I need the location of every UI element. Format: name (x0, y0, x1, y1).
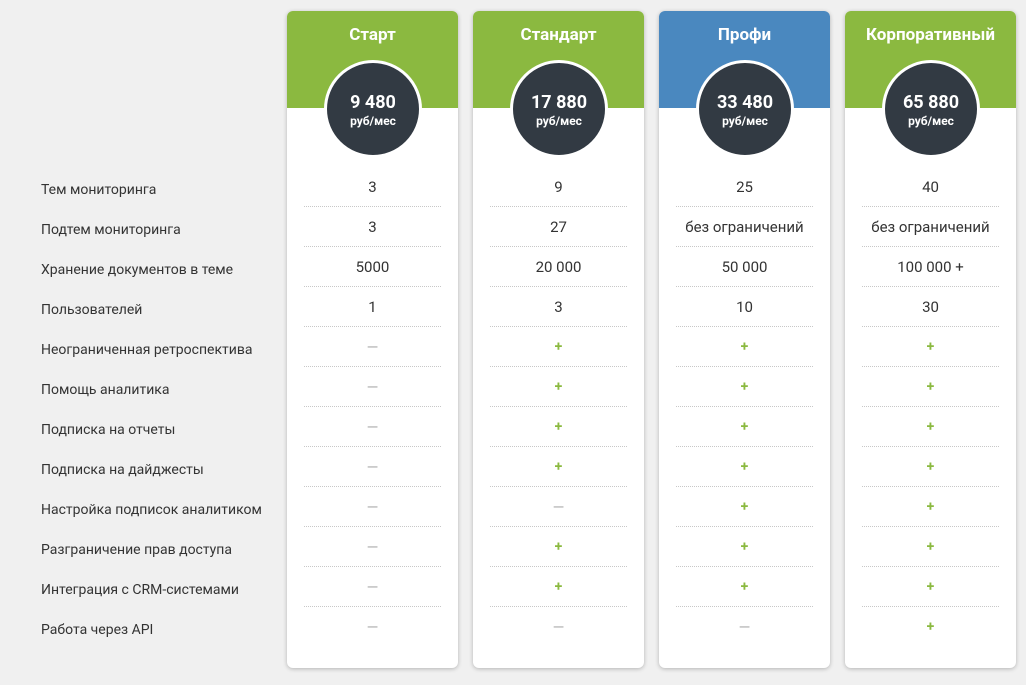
price-badge: 17 880 руб/мес (510, 60, 608, 158)
feature-label: Помощь аналитика (41, 382, 170, 398)
feature-value: + (862, 447, 999, 487)
feature-value: + (490, 447, 627, 487)
feature-value: 5000 (304, 247, 441, 287)
feature-value: + (862, 567, 999, 607)
feature-value: + (862, 527, 999, 567)
feature-value: + (676, 447, 813, 487)
price-unit: руб/мес (722, 114, 768, 128)
feature-value: + (676, 567, 813, 607)
plan-name: Старт (349, 25, 396, 45)
feature-value: + (490, 407, 627, 447)
feature-value: 9 (490, 167, 627, 207)
feature-value: без ограничений (676, 207, 813, 247)
feature-value: + (926, 619, 935, 635)
feature-label: Подписка на дайджесты (41, 462, 204, 478)
price-unit: руб/мес (536, 114, 582, 128)
feature-label: Разграничение прав доступа (41, 542, 233, 558)
feature-value: — (366, 618, 379, 636)
plan-name: Профи (717, 25, 772, 45)
price-unit: руб/мес (350, 114, 396, 128)
feature-value: + (490, 567, 627, 607)
feature-value: — (304, 327, 441, 367)
feature-label: Хранение документов в теме (41, 262, 234, 278)
feature-value: 100 000 + (862, 247, 999, 287)
plan-price: 33 480 (716, 92, 774, 113)
plan-card: Профи 33 480 руб/мес 25 без ограничений 50 00… (659, 11, 830, 668)
plan-name: Корпоративный (866, 25, 995, 45)
feature-label: Пользователей (41, 302, 143, 318)
feature-value: + (862, 367, 999, 407)
feature-value: — (304, 527, 441, 567)
feature-value: + (676, 327, 813, 367)
feature-value: — (304, 407, 441, 447)
feature-value: 10 (676, 287, 813, 327)
plan-name: Стандарт (520, 25, 597, 45)
feature-value: — (304, 447, 441, 487)
feature-value: — (490, 487, 627, 527)
plan-price: 65 880 (902, 92, 960, 113)
feature-value: 40 (862, 167, 999, 207)
feature-value: 3 (304, 167, 441, 207)
feature-value: 27 (490, 207, 627, 247)
feature-value: — (552, 618, 565, 636)
feature-value: 25 (676, 167, 813, 207)
feature-value: + (862, 407, 999, 447)
price-badge: 65 880 руб/мес (882, 60, 980, 158)
feature-value: 3 (304, 207, 441, 247)
feature-value: + (490, 527, 627, 567)
feature-label: Настройка подписок аналитиком (41, 502, 262, 518)
feature-value: 50 000 (676, 247, 813, 287)
feature-value: + (676, 487, 813, 527)
feature-value: + (676, 367, 813, 407)
plan-price: 17 880 (530, 92, 588, 113)
feature-value: без ограничений (862, 207, 999, 247)
feature-value: 30 (862, 287, 999, 327)
feature-value: + (676, 527, 813, 567)
plan-card: Старт 9 480 руб/мес 3 3 5000 1— — — — — — — — (287, 11, 458, 668)
feature-value: + (676, 407, 813, 447)
plan-price: 9 480 (350, 92, 396, 113)
feature-value: 20 000 (490, 247, 627, 287)
price-badge: 9 480 руб/мес (324, 60, 422, 158)
price-unit: руб/мес (908, 114, 954, 128)
plan-card: Стандарт 17 880 руб/мес 9 27 20 000 3 + + + + — + + — (473, 11, 644, 668)
feature-value: + (490, 327, 627, 367)
feature-value: + (862, 327, 999, 367)
feature-value: — (304, 487, 441, 527)
plan-card: Корпоративный 65 880 руб/мес 40 без ограниче… (845, 11, 1016, 668)
price-badge: 33 480 руб/мес (696, 60, 794, 158)
feature-value: — (738, 618, 751, 636)
feature-label: Неограниченная ретроспектива (41, 342, 253, 358)
feature-label: Подтем мониторинга (41, 222, 181, 238)
feature-value: 1 (304, 287, 441, 327)
feature-label: Работа через API (41, 622, 154, 638)
feature-value: + (862, 487, 999, 527)
feature-value: + (490, 367, 627, 407)
feature-label: Тем мониторинга (41, 182, 157, 198)
feature-value: — (304, 367, 441, 407)
feature-value: 3 (490, 287, 627, 327)
feature-label: Подписка на отчеты (41, 422, 176, 438)
feature-value: — (304, 567, 441, 607)
feature-label: Интеграция с CRM-системами (41, 582, 240, 598)
